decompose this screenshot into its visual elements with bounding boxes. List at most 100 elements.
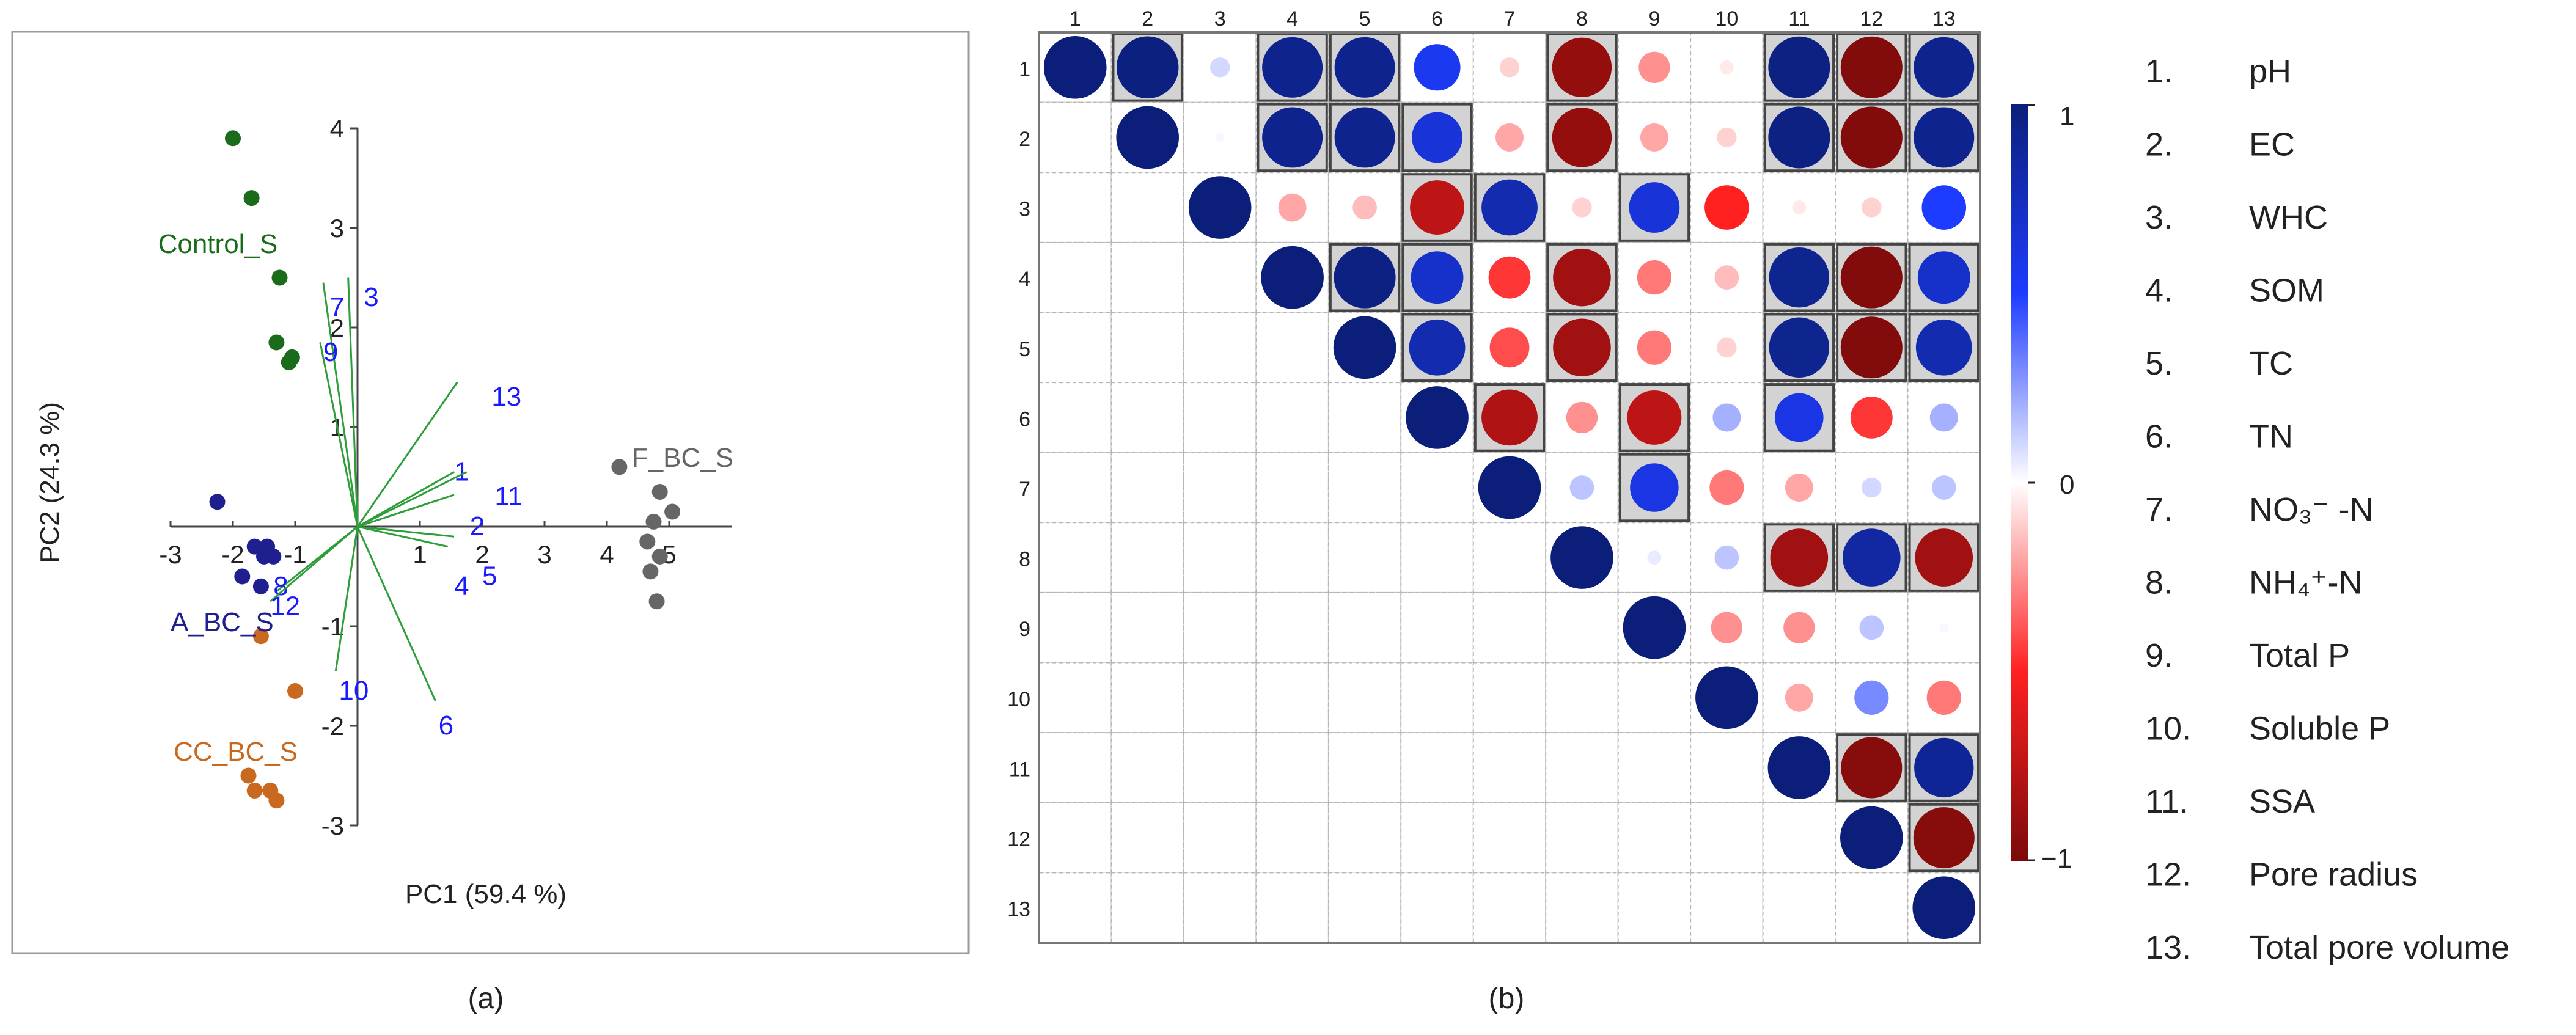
variable-number: 10.	[2145, 711, 2191, 747]
corr-circle	[1333, 316, 1396, 379]
corr-cell	[1400, 591, 1474, 664]
pca-point-A_BC_S	[234, 568, 251, 585]
variable-name: TN	[2249, 419, 2293, 455]
colorbar-max-label: 1	[2060, 101, 2074, 131]
corr-cell	[1183, 732, 1257, 803]
pca-point-Control_S	[268, 334, 285, 351]
corr-circle	[1768, 106, 1830, 169]
pca-point-F_BC_S	[651, 548, 668, 565]
corr-cell	[1545, 802, 1619, 874]
corr-cell	[1183, 591, 1257, 664]
pca-y-tick-label: 2	[330, 313, 344, 342]
corr-circle	[1566, 401, 1598, 434]
corr-cell	[1545, 591, 1619, 664]
pca-point-A_BC_S	[252, 578, 269, 594]
corr-circle	[1768, 36, 1830, 98]
pca-point-CC_BC_S	[268, 792, 285, 809]
variable-number: 7.	[2145, 491, 2173, 528]
corr-circle	[1629, 182, 1680, 233]
variable-name: Total pore volume	[2249, 929, 2509, 966]
variable-number: 1.	[2145, 53, 2173, 90]
corr-circle	[1406, 386, 1469, 449]
corr-circle	[1630, 463, 1679, 512]
variable-name: Total P	[2249, 637, 2350, 674]
variable-name: Soluble P	[2249, 711, 2390, 747]
pca-point-CC_BC_S	[240, 767, 257, 784]
loading-vector-4	[357, 525, 449, 548]
pca-point-CC_BC_S	[287, 682, 303, 699]
corr-circle	[1850, 396, 1893, 439]
corr-circle	[1637, 260, 1672, 295]
pca-y-tick-label: 4	[330, 114, 344, 143]
corr-cell	[1110, 872, 1184, 944]
corr-circle	[1767, 736, 1831, 799]
corr-cell	[1038, 802, 1112, 874]
variable-name: Pore radius	[2249, 857, 2418, 893]
pca-point-F_BC_S	[651, 483, 668, 500]
corr-cell	[1327, 382, 1402, 453]
corr-circle	[1917, 251, 1970, 304]
corr-cell	[1183, 522, 1257, 593]
loading-vector-3	[347, 277, 359, 527]
corr-circle	[1711, 612, 1743, 643]
corr-cell	[1255, 452, 1329, 524]
corr-col-label: 10	[1715, 7, 1738, 31]
corr-cell	[1690, 732, 1764, 803]
corr-circle	[1352, 195, 1377, 220]
corr-circle	[1553, 248, 1611, 307]
variable-name: WHC	[2249, 199, 2328, 236]
corr-circle	[1862, 477, 1882, 498]
loading-label-1: 1	[454, 456, 469, 486]
corr-row-label: 10	[1007, 688, 1030, 711]
corr-col-label: 4	[1286, 7, 1298, 31]
corr-cell	[1327, 802, 1402, 874]
corr-circle	[1717, 127, 1737, 148]
corr-circle	[1638, 51, 1670, 83]
corr-circle	[1488, 256, 1531, 299]
variable-name: TC	[2249, 345, 2293, 382]
corr-circle	[1714, 545, 1739, 570]
colorbar-ticks	[2028, 104, 2035, 861]
corr-cell	[1183, 241, 1257, 313]
variable-number: 5.	[2145, 345, 2173, 382]
corr-circle	[1926, 680, 1961, 715]
loading-vector-6	[356, 526, 436, 701]
corr-col-label: 9	[1648, 7, 1660, 31]
corr-cell	[1472, 522, 1547, 593]
corr-circle	[1481, 389, 1538, 446]
corr-circle	[1712, 403, 1741, 432]
corr-cell	[1038, 522, 1112, 593]
loading-label-3: 3	[364, 282, 378, 312]
corr-col-label: 5	[1359, 7, 1371, 31]
corr-circle	[1334, 37, 1395, 98]
corr-circle	[1481, 179, 1538, 236]
pca-x-tick-label: 1	[413, 540, 427, 569]
corr-cell	[1617, 872, 1692, 944]
variable-number: 11.	[2145, 783, 2189, 820]
corr-circle	[1939, 623, 1949, 632]
loading-vector-7	[322, 282, 359, 527]
corr-row-label: 4	[1019, 268, 1030, 291]
pca-point-CC_BC_S	[252, 628, 269, 645]
corr-circle	[1719, 60, 1734, 75]
corr-circle	[1915, 319, 1972, 376]
corr-row-label: 2	[1019, 128, 1030, 151]
corr-circle	[1913, 807, 1975, 869]
corr-circle	[1261, 246, 1324, 309]
corr-col-label: 2	[1142, 7, 1153, 31]
corr-cell	[1472, 872, 1547, 944]
corr-circle	[1921, 185, 1967, 230]
corr-cell	[1038, 101, 1112, 174]
corr-circle	[1914, 37, 1975, 98]
loading-vector-1	[357, 471, 455, 528]
corr-col-label: 3	[1214, 7, 1226, 31]
corr-circle	[1912, 876, 1976, 939]
corr-circle	[1627, 390, 1682, 445]
corr-col-label: 11	[1788, 7, 1810, 31]
corr-circle	[1334, 246, 1396, 309]
corr-cell	[1545, 872, 1619, 944]
pca-biplot: -3-2-1123454321-1-2-3 12345678910111213 …	[11, 31, 970, 1015]
corr-cell	[1327, 872, 1402, 944]
corr-circle	[1495, 123, 1524, 152]
